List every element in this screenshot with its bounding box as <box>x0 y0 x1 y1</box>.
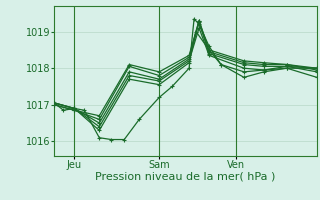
X-axis label: Pression niveau de la mer( hPa ): Pression niveau de la mer( hPa ) <box>95 172 276 182</box>
